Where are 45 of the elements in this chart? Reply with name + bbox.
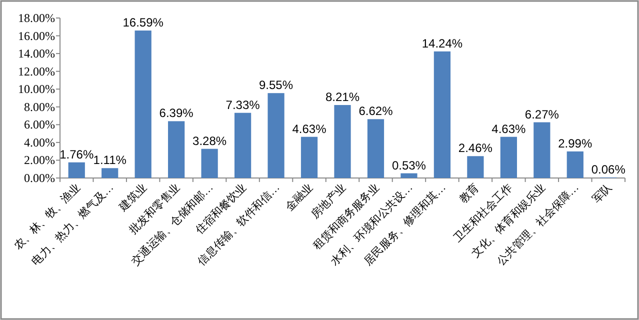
bar [300,136,318,178]
y-tick-label: 16.00% [18,28,55,43]
bar [102,168,118,178]
bar [201,148,218,178]
data-label: 7.33% [226,98,260,112]
bar [68,162,85,178]
bar [168,121,185,178]
bar [566,151,584,178]
data-label: 0.06% [591,162,626,176]
y-tick-label: 6.00% [24,118,55,132]
data-label: 3.28% [192,134,227,148]
data-label: 14.24% [422,36,463,50]
bar [268,93,284,178]
data-label: 16.59% [122,16,164,30]
x-tick-label: 教育 [456,180,482,206]
y-tick-label: 14.00% [18,46,55,61]
data-label: 8.21% [325,90,360,104]
y-tick-label: 2.00% [24,153,55,168]
data-label: 9.55% [259,78,294,92]
data-label: 0.53% [392,158,426,172]
bar [400,173,418,178]
bar [434,51,451,178]
data-label: 4.63% [292,122,327,136]
data-label: 6.62% [358,104,394,118]
bar [334,105,351,178]
bar [500,136,517,178]
y-tick-label: 18.00% [18,11,55,25]
data-label: 1.11% [93,153,127,168]
y-tick-label: 12.00% [18,64,55,78]
data-label: 6.27% [524,107,560,122]
y-tick-label: 0.00% [24,171,55,185]
x-tick-label: 军队 [590,182,615,206]
data-label: 2.99% [558,136,592,150]
data-label: 4.63% [492,122,526,136]
data-label: 1.76% [60,147,94,162]
bar [534,122,550,178]
y-tick-label: 8.00% [24,100,55,114]
data-label: 2.46% [458,141,493,156]
bar [467,156,484,178]
bar [134,30,152,178]
bar [367,119,384,178]
y-tick-label: 4.00% [24,135,55,150]
data-label: 6.39% [159,106,194,120]
bar [234,112,252,178]
y-tick-label: 10.00% [18,82,55,96]
